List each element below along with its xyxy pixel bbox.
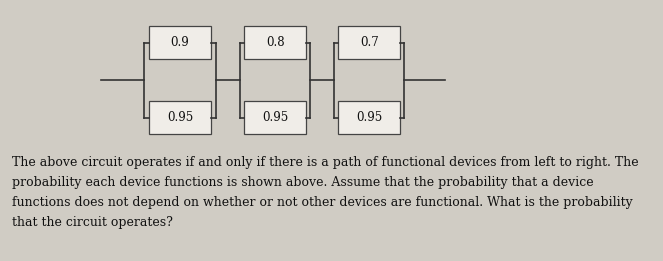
Text: functions does not depend on whether or not other devices are functional. What i: functions does not depend on whether or … xyxy=(12,196,633,209)
Text: 0.7: 0.7 xyxy=(360,36,379,49)
Text: probability each device functions is shown above. Assume that the probability th: probability each device functions is sho… xyxy=(12,176,594,189)
Text: 0.9: 0.9 xyxy=(170,36,190,49)
Text: that the circuit operates?: that the circuit operates? xyxy=(12,216,173,229)
FancyBboxPatch shape xyxy=(245,26,306,60)
Text: The above circuit operates if and only if there is a path of functional devices : The above circuit operates if and only i… xyxy=(12,156,638,169)
FancyBboxPatch shape xyxy=(245,101,306,134)
FancyBboxPatch shape xyxy=(338,26,400,60)
FancyBboxPatch shape xyxy=(338,101,400,134)
FancyBboxPatch shape xyxy=(149,101,211,134)
Text: 0.95: 0.95 xyxy=(167,111,193,124)
Text: 0.95: 0.95 xyxy=(356,111,383,124)
Text: 0.8: 0.8 xyxy=(266,36,284,49)
Text: 0.95: 0.95 xyxy=(262,111,288,124)
FancyBboxPatch shape xyxy=(149,26,211,60)
